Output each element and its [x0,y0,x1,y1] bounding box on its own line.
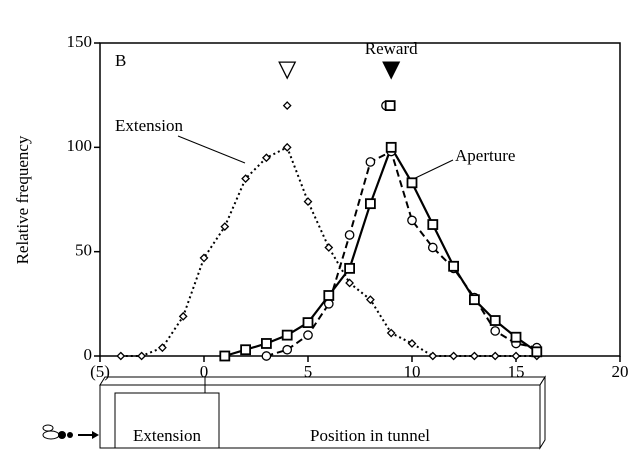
square-marker [510,331,522,343]
circle-marker [323,298,334,309]
tunnel-diagram: Extension Position in tunnel [42,375,546,450]
x-tick-label: 5 [304,362,313,381]
square-marker [448,260,460,272]
diamond-marker [282,142,292,152]
diamond-marker [137,351,147,361]
y-tick-label: 100 [67,136,93,155]
series-line [120,145,537,357]
circle-marker [261,351,272,361]
diamond-marker [407,339,417,348]
square-marker [406,177,418,189]
y-axis-label: Relative frequency [13,135,32,264]
series-line [224,144,538,358]
leader-line [177,135,246,164]
diamond-marker [365,295,375,305]
diamond-marker [303,197,313,207]
plot-frame [99,42,621,357]
diamond-marker [345,278,355,288]
panel-label: B [115,51,126,70]
diamond-marker [324,243,334,252]
diamond-marker [157,343,167,353]
tunnel-entrance-box [114,392,220,449]
x-tick-label: 15 [508,362,525,381]
circle-marker [303,330,313,340]
diamond-marker [449,351,459,361]
circle-marker [490,326,501,336]
diamond-marker [261,153,271,163]
square-marker [385,141,397,153]
square-marker [427,219,439,230]
x-tick-label: 0 [200,362,209,381]
square-marker [364,198,376,210]
circle-marker [344,230,355,240]
tunnel-entrance-label: Extension [133,426,201,445]
aperture-label: Aperture [455,146,515,165]
tunnel-side [539,375,546,450]
square-marker [281,329,293,341]
diamond-marker [241,174,251,184]
diamond-marker [428,351,438,361]
y-tick-label: 50 [75,241,92,260]
triangle-marker [382,61,401,80]
circle-marker [282,344,293,355]
series-line [266,150,537,357]
diamond-marker [178,311,188,321]
square-marker [384,100,396,111]
x-tick-label: (5) [90,362,110,381]
y-tick-label: 150 [67,32,93,51]
extension-label: Extension [115,116,183,135]
diamond-marker [220,222,230,232]
diamond-marker [490,351,500,361]
diamond-marker [199,253,209,263]
circle-marker [427,242,438,253]
tunnel-top [99,376,546,386]
x-tick-label: 10 [404,362,421,381]
diamond-marker [116,351,126,361]
square-marker [344,262,356,274]
square-marker [489,315,501,326]
x-tick-label: 20 [612,362,629,381]
square-marker [240,344,252,356]
triangle-marker [278,61,297,80]
y-tick-label: 0 [84,345,93,364]
square-marker [323,290,335,301]
diamond-marker [511,351,521,361]
circle-marker [365,157,376,167]
square-marker [219,350,231,362]
tunnel-label: Position in tunnel [310,426,430,445]
square-marker [260,338,272,349]
diamond-marker [386,328,396,338]
diamond-marker [282,101,292,111]
triangle-label: Reward [365,39,418,58]
circle-marker [407,215,417,226]
square-marker [531,346,543,358]
square-marker [468,294,480,306]
square-marker [302,317,314,329]
bee-icon [42,424,99,440]
diamond-marker [469,351,479,361]
